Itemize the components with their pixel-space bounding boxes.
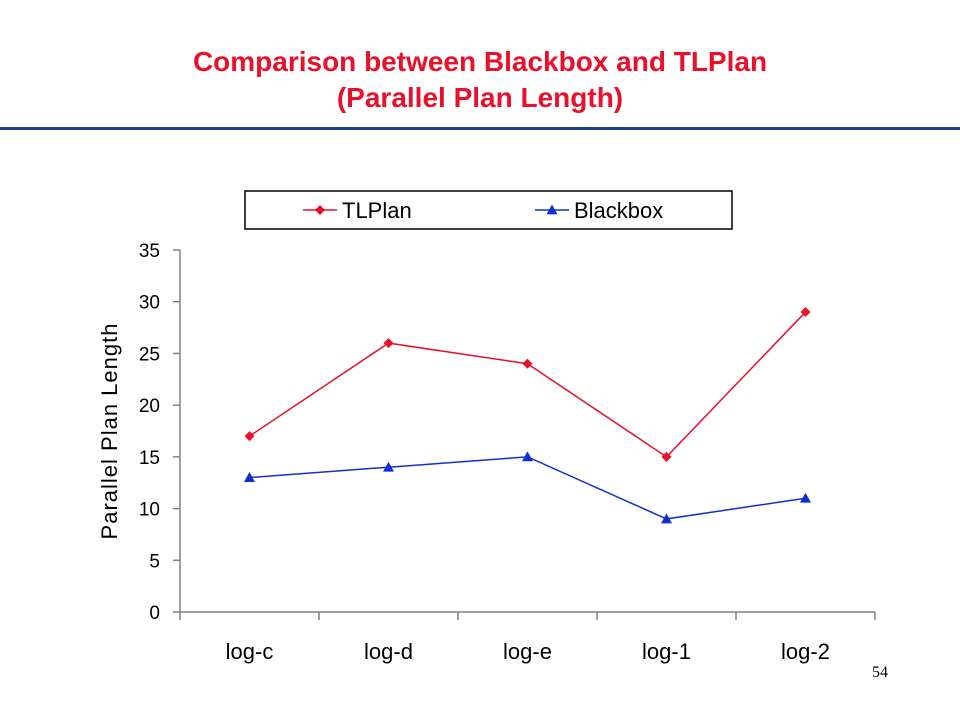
legend-label: Blackbox xyxy=(574,198,663,223)
title-divider xyxy=(0,127,960,130)
slide-title-line2: (Parallel Plan Length) xyxy=(336,82,624,113)
y-tick-label: 30 xyxy=(139,293,160,314)
x-tick-label: log-d xyxy=(364,639,413,664)
data-point xyxy=(244,472,255,482)
slide-title: Comparison between Blackbox and TLPlan (… xyxy=(0,44,960,116)
page-number: 54 xyxy=(872,664,888,681)
series-line xyxy=(249,456,806,520)
data-point xyxy=(800,307,811,318)
y-tick-label: 0 xyxy=(149,603,160,624)
data-point xyxy=(522,358,533,369)
x-tick-label: log-e xyxy=(503,639,552,664)
chart-series xyxy=(244,307,811,524)
x-tick-label: log-c xyxy=(226,639,274,664)
data-point xyxy=(800,492,811,503)
data-point xyxy=(522,451,533,462)
chart-legend: TLPlan Blackbox xyxy=(244,190,733,230)
y-tick-label: 15 xyxy=(139,448,160,469)
y-tick-label: 5 xyxy=(149,551,160,572)
data-point xyxy=(383,338,394,349)
chart-axes xyxy=(173,249,876,620)
legend-item-tlplan: TLPlan xyxy=(303,198,412,223)
y-tick-label: 25 xyxy=(139,344,160,365)
x-tick-label: log-2 xyxy=(781,639,830,664)
data-point xyxy=(661,513,672,524)
series-tlplan xyxy=(244,307,811,462)
data-point xyxy=(661,451,672,462)
data-point xyxy=(244,431,255,442)
data-point xyxy=(383,461,394,472)
slide-title-line1: Comparison between Blackbox and TLPlan xyxy=(192,46,768,77)
x-tick-label: log-1 xyxy=(642,639,691,664)
legend-marker xyxy=(315,205,325,215)
y-tick-labels: 0 5 10 15 20 25 30 35 xyxy=(139,241,160,624)
series-line xyxy=(249,311,807,458)
series-blackbox xyxy=(244,451,811,524)
y-tick-label: 10 xyxy=(139,500,160,521)
legend-label: TLPlan xyxy=(342,198,412,223)
y-tick-label: 35 xyxy=(139,241,160,262)
y-tick-label: 20 xyxy=(139,396,160,417)
legend-item-blackbox: Blackbox xyxy=(535,198,663,223)
y-axis-title: Parallel Plan Length xyxy=(97,323,122,540)
legend-marker xyxy=(546,204,558,215)
x-tick-labels: log-c log-d log-e log-1 log-2 xyxy=(226,639,830,664)
